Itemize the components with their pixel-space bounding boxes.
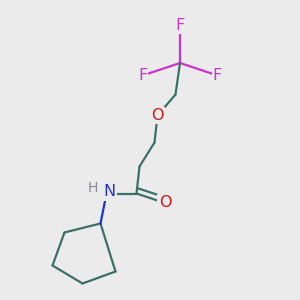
Text: H: H bbox=[88, 181, 98, 195]
Text: N: N bbox=[103, 184, 116, 200]
Text: O: O bbox=[159, 195, 171, 210]
Text: F: F bbox=[213, 68, 222, 82]
Text: F: F bbox=[138, 68, 147, 82]
Text: O: O bbox=[151, 108, 164, 123]
Text: F: F bbox=[176, 18, 184, 33]
